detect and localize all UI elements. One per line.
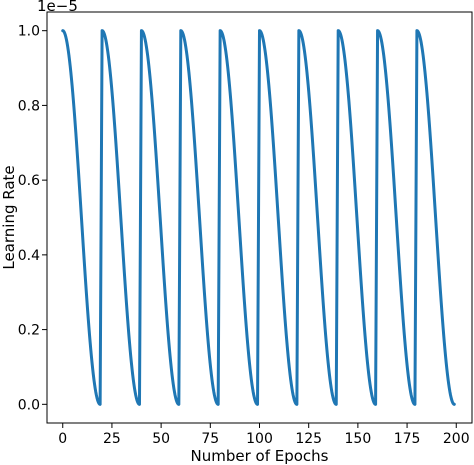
x-tick-label: 0 bbox=[58, 431, 67, 447]
y-axis-label: Learning Rate bbox=[0, 165, 18, 269]
y-tick-label: 0.8 bbox=[18, 98, 40, 114]
x-tick-label: 25 bbox=[103, 431, 121, 447]
y-tick-label: 0.6 bbox=[18, 173, 40, 189]
y-tick-label: 0.4 bbox=[18, 248, 40, 264]
x-tick-label: 100 bbox=[246, 431, 273, 447]
x-tick-label: 200 bbox=[443, 431, 470, 447]
y-axis-offset-label: 1e−5 bbox=[37, 0, 78, 15]
x-tick-label: 150 bbox=[345, 431, 372, 447]
y-axis-ticks: 0.0 0.2 0.4 0.6 0.8 1.0 bbox=[18, 24, 47, 413]
learning-rate-line bbox=[61, 29, 456, 406]
x-tick-label: 175 bbox=[394, 431, 421, 447]
x-axis-label: Number of Epochs bbox=[191, 447, 329, 465]
y-tick-label: 0.0 bbox=[18, 397, 40, 413]
y-tick-label: 1.0 bbox=[18, 24, 40, 40]
x-tick-label: 75 bbox=[201, 431, 219, 447]
x-tick-label: 50 bbox=[152, 431, 170, 447]
x-axis-ticks: 0 25 50 75 100 125 150 175 200 bbox=[58, 423, 470, 447]
x-tick-label: 125 bbox=[295, 431, 322, 447]
y-tick-label: 0.2 bbox=[18, 323, 40, 339]
plot-area bbox=[46, 11, 473, 424]
